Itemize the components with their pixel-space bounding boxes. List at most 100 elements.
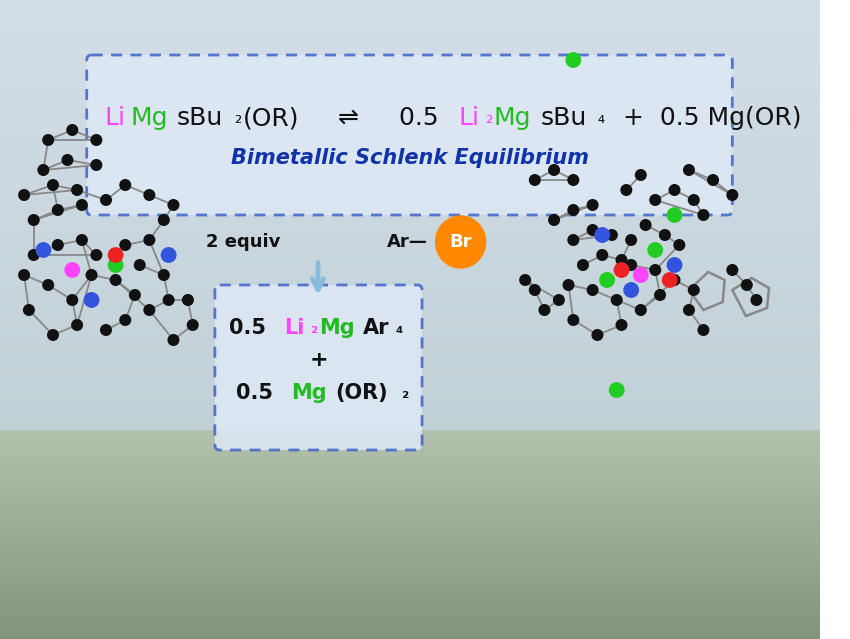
Text: (OR): (OR): [243, 106, 300, 130]
Point: [71, 320, 84, 330]
Point: [65, 265, 79, 275]
Point: [528, 175, 541, 185]
Text: ₄: ₄: [396, 319, 403, 337]
FancyBboxPatch shape: [87, 55, 733, 215]
Point: [567, 55, 581, 65]
Point: [65, 295, 79, 305]
Point: [672, 240, 686, 250]
Point: [51, 240, 65, 250]
Point: [27, 215, 41, 225]
Point: [683, 305, 696, 315]
FancyBboxPatch shape: [215, 285, 422, 450]
Point: [634, 305, 648, 315]
Text: ₂: ₂: [309, 319, 317, 337]
Point: [118, 315, 132, 325]
Point: [625, 285, 638, 295]
Point: [649, 245, 662, 255]
Text: +  0.5 Mg(OR): + 0.5 Mg(OR): [607, 106, 802, 130]
Point: [552, 295, 566, 305]
Point: [109, 275, 122, 285]
Point: [157, 215, 171, 225]
Text: ₂: ₂: [484, 109, 492, 127]
Point: [181, 295, 195, 305]
Text: ₂: ₂: [235, 109, 241, 127]
Point: [567, 235, 581, 245]
Text: sBu: sBu: [177, 106, 223, 130]
Point: [615, 265, 628, 275]
Point: [143, 235, 156, 245]
Point: [118, 180, 132, 190]
Point: [668, 275, 682, 285]
Point: [42, 135, 55, 145]
Point: [610, 295, 624, 305]
Point: [99, 195, 113, 205]
Text: 0.5: 0.5: [230, 318, 274, 338]
Point: [586, 200, 599, 210]
Point: [740, 280, 754, 290]
Point: [518, 275, 532, 285]
Point: [586, 225, 599, 235]
Point: [99, 325, 113, 335]
Point: [567, 175, 581, 185]
Point: [157, 270, 171, 280]
Point: [547, 165, 561, 175]
Text: ₂: ₂: [401, 384, 408, 402]
Point: [143, 190, 156, 200]
Point: [605, 230, 619, 240]
Point: [625, 260, 638, 270]
Text: Bimetallic Schlenk Equilibrium: Bimetallic Schlenk Equilibrium: [230, 148, 588, 168]
Point: [528, 285, 541, 295]
Text: ⇌: ⇌: [314, 106, 382, 130]
Point: [17, 190, 31, 200]
Text: ₄: ₄: [598, 109, 605, 127]
Point: [639, 220, 653, 230]
Point: [162, 295, 175, 305]
Point: [186, 320, 200, 330]
Text: 0.5: 0.5: [236, 383, 280, 403]
Point: [591, 330, 604, 340]
Point: [167, 335, 180, 345]
Point: [567, 205, 581, 215]
Point: [109, 260, 122, 270]
Point: [37, 245, 50, 255]
Point: [663, 275, 677, 285]
Text: Br: Br: [450, 233, 472, 251]
Point: [133, 260, 146, 270]
Point: [668, 260, 682, 270]
Point: [71, 185, 84, 195]
Text: 2 equiv: 2 equiv: [206, 233, 280, 251]
Point: [596, 230, 609, 240]
Point: [668, 185, 682, 195]
Point: [143, 305, 156, 315]
Text: Li: Li: [285, 318, 305, 338]
Text: sBu: sBu: [541, 106, 586, 130]
Text: Mg: Mg: [130, 106, 167, 130]
Point: [615, 255, 628, 265]
Point: [22, 305, 36, 315]
Point: [634, 270, 648, 280]
Point: [162, 250, 175, 260]
Point: [75, 200, 88, 210]
Text: (OR): (OR): [336, 383, 388, 403]
Point: [706, 175, 720, 185]
Point: [620, 185, 633, 195]
Point: [649, 195, 662, 205]
Text: Li: Li: [104, 106, 125, 130]
Point: [576, 260, 590, 270]
Point: [654, 290, 667, 300]
Text: Li: Li: [458, 106, 479, 130]
Point: [46, 330, 60, 340]
Point: [625, 235, 638, 245]
Text: ₂: ₂: [848, 109, 850, 127]
Point: [89, 250, 103, 260]
Point: [51, 205, 65, 215]
Point: [726, 190, 740, 200]
Point: [547, 215, 561, 225]
Point: [17, 270, 31, 280]
Point: [683, 165, 696, 175]
Text: +: +: [309, 350, 328, 370]
Text: Mg: Mg: [494, 106, 531, 130]
Point: [27, 250, 41, 260]
Point: [89, 160, 103, 170]
Point: [562, 280, 575, 290]
